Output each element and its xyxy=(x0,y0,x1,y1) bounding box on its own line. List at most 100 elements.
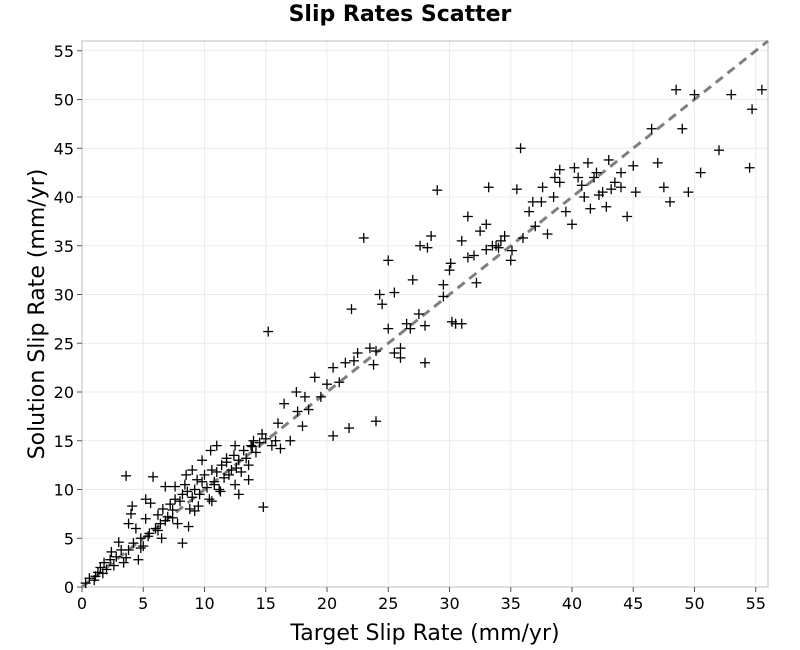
data-point xyxy=(481,219,492,230)
data-point xyxy=(524,206,535,217)
data-point xyxy=(506,245,517,256)
data-point xyxy=(415,240,426,251)
data-point xyxy=(279,398,290,409)
data-point xyxy=(184,504,195,514)
data-point xyxy=(352,348,363,358)
data-point xyxy=(156,533,167,544)
data-point xyxy=(193,501,204,512)
data-point xyxy=(542,229,553,240)
data-point xyxy=(456,318,467,329)
data-point xyxy=(215,486,226,497)
data-point xyxy=(97,568,108,579)
data-point xyxy=(182,486,193,497)
data-point xyxy=(377,299,388,310)
data-point xyxy=(616,167,626,178)
data-point xyxy=(179,479,190,490)
x-tick-label: 55 xyxy=(746,594,766,613)
data-point xyxy=(389,348,400,358)
data-point xyxy=(165,499,176,510)
y-tick-label: 35 xyxy=(54,237,74,256)
data-point xyxy=(585,203,596,214)
x-tick-label: 20 xyxy=(317,594,337,613)
data-point xyxy=(576,180,587,191)
reference-line xyxy=(81,39,769,589)
data-point xyxy=(243,474,254,485)
data-point xyxy=(606,184,617,195)
data-point xyxy=(204,494,215,505)
data-point xyxy=(593,190,604,201)
data-point xyxy=(247,441,258,452)
data-point xyxy=(236,466,247,477)
data-point xyxy=(589,172,600,183)
data-point xyxy=(689,89,700,100)
data-point xyxy=(756,84,767,95)
data-point xyxy=(238,445,249,456)
data-point xyxy=(405,323,416,334)
data-point xyxy=(374,289,385,300)
data-point xyxy=(257,428,268,439)
data-point xyxy=(84,573,95,584)
y-tick-label: 45 xyxy=(54,139,74,158)
data-point xyxy=(273,418,283,429)
data-point xyxy=(582,157,593,168)
data-point xyxy=(603,154,614,165)
data-point xyxy=(228,450,239,461)
data-point xyxy=(309,372,320,383)
data-point xyxy=(177,538,188,549)
data-point xyxy=(162,511,173,522)
y-tick-label: 40 xyxy=(54,188,74,207)
data-point xyxy=(683,187,694,198)
data-point xyxy=(616,182,626,193)
data-point xyxy=(671,84,682,95)
data-point xyxy=(183,521,194,532)
data-point xyxy=(172,518,183,529)
data-point xyxy=(175,496,185,507)
data-point xyxy=(395,343,406,354)
data-point xyxy=(263,326,274,337)
y-tick-label: 20 xyxy=(54,383,74,402)
data-point xyxy=(346,304,357,315)
data-point xyxy=(432,185,443,196)
data-point xyxy=(658,182,669,193)
data-point xyxy=(275,443,286,454)
data-point xyxy=(157,504,168,514)
y-axis-label: Solution Slip Rate (mm/yr) xyxy=(25,169,50,460)
data-point xyxy=(128,538,139,549)
data-point xyxy=(187,492,198,503)
data-point xyxy=(622,211,633,222)
data-point xyxy=(628,160,639,171)
data-point xyxy=(438,291,449,302)
data-point xyxy=(462,211,473,222)
data-point xyxy=(495,235,506,246)
data-point xyxy=(140,494,151,505)
data-point xyxy=(630,187,641,198)
data-point xyxy=(197,455,208,466)
data-point xyxy=(90,571,101,582)
data-point xyxy=(438,279,449,290)
data-point xyxy=(152,525,163,536)
data-point xyxy=(493,242,504,253)
data-point xyxy=(483,182,494,193)
data-point xyxy=(224,469,234,480)
data-point xyxy=(126,508,136,519)
data-point xyxy=(199,469,210,480)
data-point xyxy=(340,357,351,368)
data-point xyxy=(226,465,237,475)
x-tick-label: 50 xyxy=(684,594,704,613)
data-point xyxy=(230,479,241,490)
data-point xyxy=(344,423,355,434)
data-point xyxy=(407,274,418,285)
data-point xyxy=(118,557,129,568)
data-point xyxy=(422,242,433,253)
data-point xyxy=(201,482,212,493)
data-point xyxy=(150,523,161,534)
y-tick-label: 25 xyxy=(54,334,74,353)
data-point xyxy=(491,240,502,251)
data-point xyxy=(206,496,217,507)
data-point xyxy=(211,440,222,451)
data-point xyxy=(573,172,584,183)
data-point xyxy=(206,465,217,475)
data-point xyxy=(554,164,565,175)
data-point xyxy=(108,560,119,571)
